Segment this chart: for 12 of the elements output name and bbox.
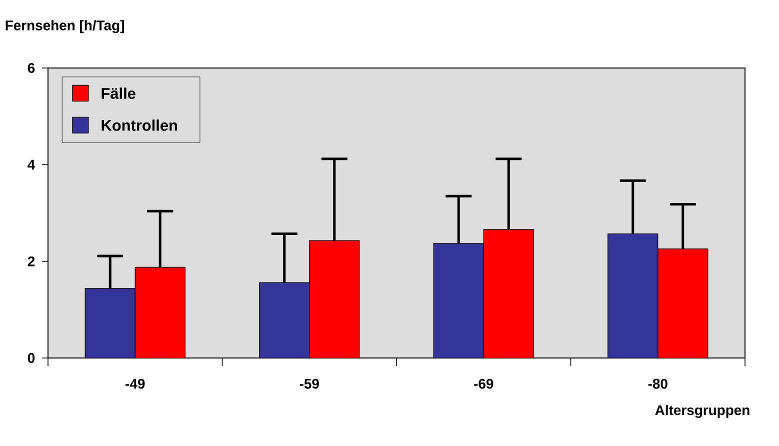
x-tick-label: -80 [648, 378, 668, 389]
legend-label: Kontrollen [102, 119, 177, 131]
y-tick-label: 4 [28, 160, 36, 170]
y-tick-label: 0 [28, 353, 35, 363]
x-tick-label: -69 [474, 378, 494, 389]
legend-label: Fälle [102, 88, 136, 99]
x-tick-label: -49 [126, 378, 145, 389]
x-tick-label: -59 [300, 378, 319, 389]
x-axis-title: Altersgruppen [655, 404, 750, 418]
y-tick-label: 2 [28, 256, 35, 266]
y-tick-label: 6 [28, 63, 35, 73]
y-axis-title: Fernsehen [h/Tag] [6, 20, 124, 34]
